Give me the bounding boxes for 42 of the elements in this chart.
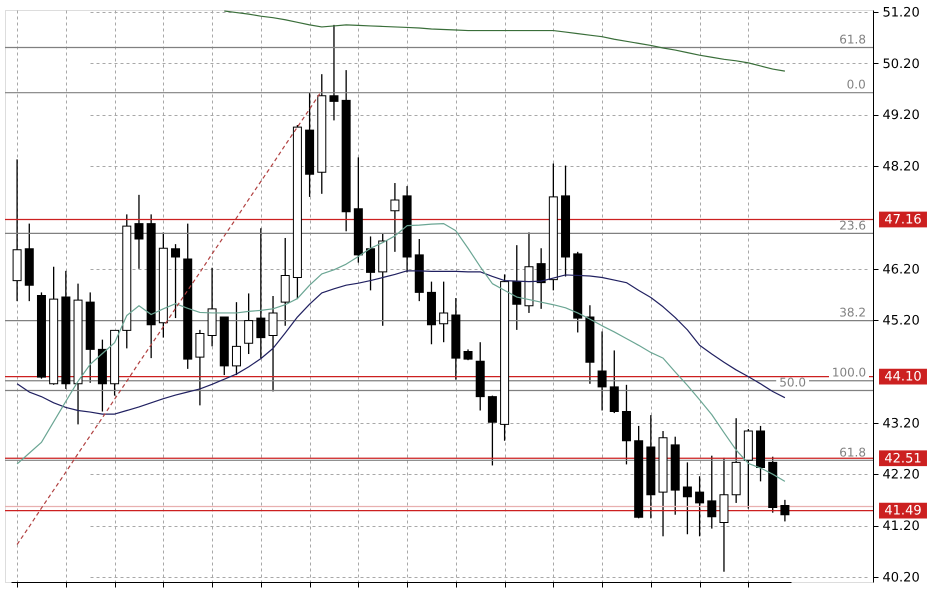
candlestick (780, 499, 790, 522)
candlestick (536, 248, 546, 310)
annotation: 50.0 (779, 375, 806, 390)
candlestick (366, 236, 376, 291)
y-tick-label: 50.20 (882, 56, 920, 72)
candlestick (256, 228, 266, 359)
candlestick (439, 280, 448, 343)
ref-line-label: 41.49 (884, 504, 922, 519)
y-tick-label: 40.20 (882, 570, 920, 586)
line-series (224, 10, 786, 72)
annotation: 61.8 (839, 445, 866, 460)
candlestick (390, 182, 400, 252)
candlestick (598, 330, 607, 412)
ref-line-label: 47.16 (884, 212, 922, 228)
ref-line-label: 44.10 (884, 370, 922, 385)
y-tick-label: 49.20 (882, 108, 920, 124)
candlestick (464, 348, 473, 361)
y-tick-label: 41.20 (882, 519, 920, 534)
candlestick (329, 24, 338, 122)
y-tick-label: 46.20 (882, 262, 920, 278)
annotation: 38.2 (839, 306, 866, 320)
y-tick-label: 45.20 (882, 314, 920, 329)
candlestick (232, 302, 241, 376)
candlestick (244, 292, 254, 355)
annotation: 0.0 (846, 78, 866, 92)
y-tick-label: 43.20 (882, 416, 920, 432)
candlestick (134, 194, 144, 270)
candlestick (195, 329, 204, 406)
candlestick (707, 455, 716, 530)
candlestick (171, 243, 180, 319)
candlestick (268, 295, 278, 392)
annotation: 61.8 (839, 32, 866, 46)
candlestick (682, 462, 692, 535)
annotation: 100.0 (832, 366, 866, 380)
y-tick-label: 51.20 (882, 6, 920, 21)
y-tick-label: 42.20 (882, 468, 920, 483)
candlestick (512, 244, 522, 331)
candlestick (695, 476, 704, 537)
y-tick-label: 48.20 (882, 160, 920, 175)
line-series (16, 90, 322, 546)
annotation: 23.6 (839, 218, 866, 232)
ref-line-label: 42.51 (884, 451, 922, 466)
